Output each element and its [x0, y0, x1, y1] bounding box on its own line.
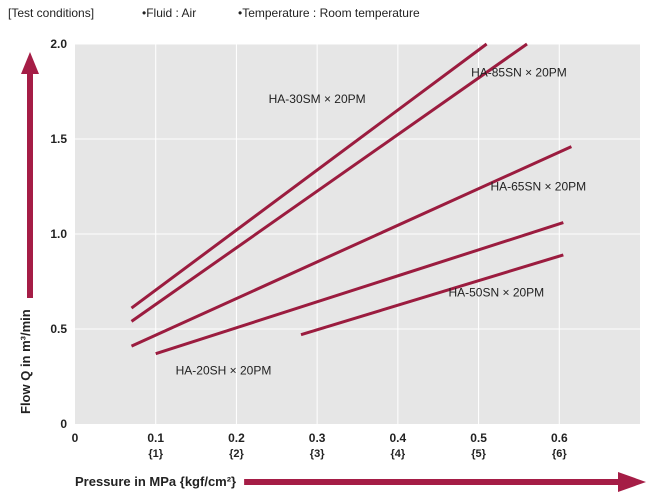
series-label-4: HA-50SN × 20PM	[448, 286, 544, 300]
x-tick-sublabel: {2}	[229, 448, 244, 460]
series-lines	[130, 42, 573, 356]
y-tick-label: 1.5	[50, 132, 67, 146]
x-axis-label: Pressure in MPa {kgf/cm²}	[75, 474, 236, 489]
y-tick-label: 1.0	[50, 227, 67, 241]
series-line-4	[155, 221, 564, 356]
x-tick-label: 0.4	[390, 431, 407, 445]
y-tick-label: 0.5	[50, 322, 67, 336]
x-tick-label: 0.2	[228, 431, 245, 445]
series-label-5: HA-20SH × 20PM	[176, 364, 272, 378]
x-tick-sublabel: {3}	[310, 448, 325, 460]
y-tick-label: 2.0	[50, 37, 67, 51]
x-tick-sublabel: {5}	[471, 448, 486, 460]
y-axis-arrow	[21, 52, 39, 298]
series-label-1: HA-30SM × 20PM	[269, 92, 366, 106]
x-tick-sublabel: {1}	[148, 448, 163, 460]
series-line-1	[130, 42, 488, 310]
x-axis-arrow	[244, 472, 646, 492]
x-tick-label: 0.1	[147, 431, 164, 445]
series-line-5	[300, 253, 564, 337]
series-line-2	[130, 42, 528, 323]
fluid-condition: •Fluid : Air	[142, 6, 197, 20]
series-line-3	[130, 145, 573, 348]
series-annotations: HA-30SM × 20PM HA-85SN × 20PM HA-65SN × 20…	[176, 65, 587, 377]
series-label-3: HA-65SN × 20PM	[490, 179, 586, 193]
test-conditions-label: [Test conditions]	[8, 6, 95, 20]
series-label-2: HA-85SN × 20PM	[471, 65, 567, 79]
y-tick-labels: 0 0.5 1.0 1.5 2.0	[50, 37, 67, 431]
x-tick-label: 0	[72, 431, 79, 445]
temperature-condition: •Temperature : Room temperature	[238, 6, 420, 20]
y-axis-label: Flow Q in m³/min	[18, 309, 33, 414]
x-tick-labels: 0 0.1 {1} 0.2 {2} 0.3 {3} 0.4 {4} 0.5 {5} 0.6 {6}	[72, 431, 568, 460]
x-tick-label: 0.6	[551, 431, 568, 445]
x-tick-sublabel: {6}	[552, 448, 567, 460]
x-tick-sublabel: {4}	[391, 448, 406, 460]
x-tick-label: 0.5	[470, 431, 487, 445]
y-tick-label: 0	[60, 417, 67, 431]
x-tick-label: 0.3	[309, 431, 326, 445]
